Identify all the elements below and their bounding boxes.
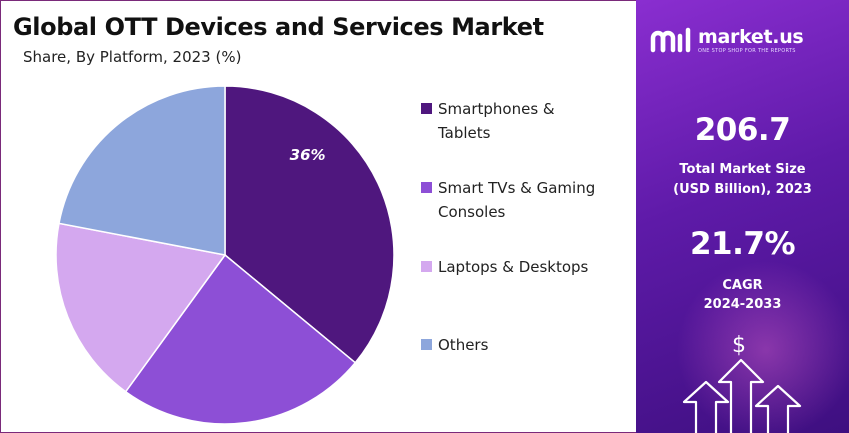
legend-swatch (421, 261, 432, 272)
legend-item: Others (421, 333, 623, 357)
brand: market.us ONE STOP SHOP FOR THE REPORTS (650, 25, 804, 54)
pie-data-label: 36% (290, 146, 326, 164)
brand-logo-icon (650, 27, 691, 53)
brand-tagline: ONE STOP SHOP FOR THE REPORTS (698, 47, 796, 54)
legend-label-line: Consoles (438, 203, 506, 221)
pie-chart: 36% (55, 85, 395, 425)
cagr-value: 21.7% (689, 226, 796, 262)
legend-item: Smart TVs & Gaming Consoles (421, 176, 623, 224)
legend-swatch (421, 103, 432, 114)
legend-item: Laptops & Desktops (421, 255, 623, 279)
legend-label-line: Smart TVs & Gaming (438, 179, 596, 197)
legend-label-line: Laptops & Desktops (438, 258, 589, 276)
pie-slice-2 (124, 253, 357, 425)
market-size-label-line2: (USD Billion), 2023 (673, 182, 812, 197)
legend-label-line: Others (438, 336, 489, 354)
legend-label: Others (438, 333, 623, 357)
legend-swatch (421, 339, 432, 350)
legend-label-line: Smartphones & (438, 100, 555, 118)
legend-swatch (421, 182, 432, 193)
panel-glow (676, 260, 849, 433)
market-size-value: 206.7 (694, 112, 791, 148)
pie-slice-3 (55, 222, 227, 393)
chart-panel: Global OTT Devices and Services Market S… (0, 0, 636, 433)
cagr-label-line2: 2024-2033 (703, 297, 782, 312)
stats-panel: market.us ONE STOP SHOP FOR THE REPORTS … (636, 0, 849, 433)
cagr-label-line1: CAGR (722, 278, 763, 293)
legend-label: Laptops & Desktops (438, 255, 623, 279)
pie-slice-1 (224, 85, 395, 364)
legend-label: Smart TVs & Gaming Consoles (438, 176, 623, 224)
chart-subtitle: Share, By Platform, 2023 (%) (23, 48, 242, 66)
market-size-label-line1: Total Market Size (679, 162, 806, 177)
dollar-icon: $ (732, 333, 746, 358)
legend-label: Smartphones & Tablets (438, 97, 623, 145)
growth-arrows-icon: $ (682, 333, 802, 433)
chart-title: Global OTT Devices and Services Market (13, 13, 544, 41)
legend-label-line: Tablets (438, 124, 491, 142)
brand-name: market.us (698, 25, 804, 48)
legend-item: Smartphones & Tablets (421, 97, 623, 145)
pie-slice-4 (58, 85, 226, 256)
